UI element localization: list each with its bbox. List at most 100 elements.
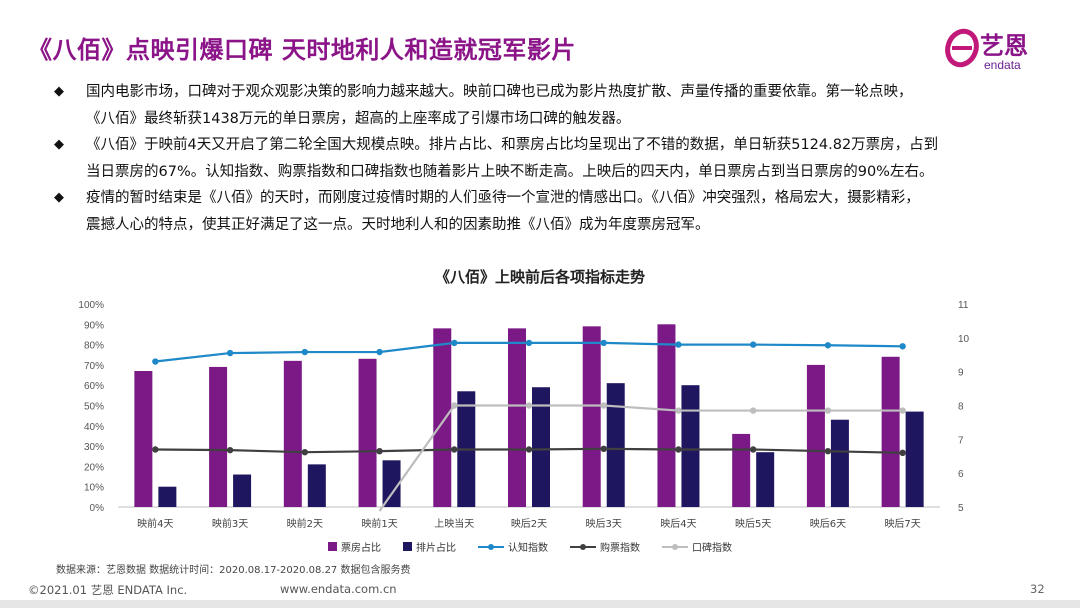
point-口碑指数 [675,407,682,414]
website-link[interactable]: www.endata.com.cn [280,582,397,596]
point-购票指数 [152,446,159,453]
endata-logo-icon [945,28,979,68]
bar-票房占比 [732,433,751,507]
right-axis-tick-label: 8 [958,402,964,413]
point-购票指数 [451,446,458,453]
left-axis-tick-label: 80% [84,341,104,352]
bullet-item: ◆ 《八佰》于映前4天又开启了第二轮全国大规模点映。排片占比、和票房占比均呈现出… [30,132,1030,185]
logo-en-text: endata [984,58,1021,72]
bar-排片占比 [158,486,177,507]
left-axis-tick-label: 100% [78,300,104,311]
bar-排片占比 [233,474,252,507]
bullet-line: 当日票房的67%。认知指数、购票指数和口碑指数也随着影片上映不断走高。上映后的四… [86,163,934,180]
point-认知指数 [899,343,906,350]
right-axis-tick-label: 7 [958,435,964,446]
right-axis-tick-label: 5 [958,503,964,514]
point-口碑指数 [525,402,533,409]
diamond-bullet-icon: ◆ [54,137,64,152]
point-认知指数 [301,348,309,356]
bullet-line: 震撼人心的特点，使其正好满足了这一点。天时地利人和的因素助推《八佰》成为年度票房… [86,216,710,233]
left-axis-tick-label: 10% [84,483,104,494]
bar-票房占比 [806,364,825,507]
bullet-item: ◆ 疫情的暂时结束是《八佰》的天时，而刚度过疫情时期的人们亟待一个宣泄的情感出口… [30,185,1030,238]
point-口碑指数 [899,407,906,414]
point-认知指数 [749,341,757,348]
right-axis-tick-label: 9 [958,368,964,379]
point-购票指数 [301,448,309,456]
logo-cn-text: 艺恩 [980,32,1028,60]
bar-票房占比 [209,366,228,507]
bar-排片占比 [307,464,326,507]
bullet-line: 疫情的暂时结束是《八佰》的天时，而刚度过疫情时期的人们亟待一个宣泄的情感出口。《… [86,190,920,206]
left-axis-tick-label: 20% [84,462,104,473]
x-axis-tick-label: 映前3天 [212,517,248,530]
point-认知指数 [152,358,159,365]
legend-swatch [328,542,337,551]
bar-排片占比 [532,387,550,507]
legend-swatch-marker [672,544,678,550]
left-axis-tick-label: 50% [84,402,104,413]
point-购票指数 [600,445,607,453]
line-口碑指数 [378,404,903,512]
x-axis-tick-label: 映后3天 [586,518,622,530]
point-口碑指数 [749,407,757,414]
left-axis-tick-label: 30% [84,442,104,453]
point-认知指数 [525,339,533,347]
x-axis-tick-label: 映后2天 [511,518,547,530]
left-axis-tick-label: 90% [84,320,104,331]
bar-票房占比 [657,324,676,507]
legend-label: 排片占比 [416,541,456,554]
point-购票指数 [675,446,682,453]
point-认知指数 [451,339,458,347]
legend-label: 购票指数 [600,541,640,554]
point-认知指数 [824,342,832,349]
point-认知指数 [226,349,234,357]
page-title: 《八佰》点映引爆口碑 天时地利人和造就冠军影片 [28,36,576,64]
x-axis-tick-label: 上映当天 [434,517,474,530]
bottom-bar [0,600,1080,608]
point-认知指数 [376,348,383,356]
point-认知指数 [600,339,607,347]
legend-swatch-marker [580,544,586,550]
diamond-bullet-icon: ◆ [54,190,64,205]
right-axis-tick-label: 10 [958,334,970,345]
point-购票指数 [226,446,234,454]
right-axis-tick-label: 6 [958,469,964,480]
bar-排片占比 [830,419,849,507]
left-axis-tick-label: 60% [84,381,104,392]
bar-排片占比 [681,385,700,507]
point-认知指数 [675,341,682,348]
bullet-list: ◆ 国内电影市场，口碑对于观众观影决策的影响力越来越大。映前口碑也已成为影片热度… [30,79,1030,238]
point-购票指数 [899,449,906,457]
left-axis-tick-label: 0% [90,503,105,514]
bullet-line: 《八佰》于映前4天又开启了第二轮全国大规模点映。排片占比、和票房占比均呈现出了不… [86,137,939,153]
page-number: 32 [1030,582,1045,596]
point-购票指数 [749,446,757,453]
x-axis-tick-label: 映前2天 [287,517,323,530]
legend-label: 认知指数 [508,541,548,554]
bullet-line: 《八佰》最终斩获1438万元的单日票房，超高的上座率成了引爆市场口碑的触发器。 [86,110,631,127]
copyright-text: ©2021.01 艺恩 ENDATA Inc. [28,583,188,597]
bar-排片占比 [606,383,625,507]
point-口碑指数 [824,407,832,414]
bullet-item: ◆ 国内电影市场，口碑对于观众观影决策的影响力越来越大。映前口碑也已成为影片热度… [30,79,1030,132]
x-axis-tick-label: 映后7天 [884,518,920,530]
x-axis-tick-label: 映前4天 [137,517,173,530]
bullet-line: 国内电影市场，口碑对于观众观影决策的影响力越来越大。映前口碑也已成为影片热度扩散… [86,84,913,100]
point-购票指数 [824,447,832,455]
point-口碑指数 [451,402,458,409]
point-购票指数 [376,447,383,455]
legend-label: 票房占比 [341,541,381,554]
point-口碑指数 [600,402,607,409]
bar-票房占比 [358,358,377,507]
x-axis-tick-label: 映后5天 [735,518,771,530]
bar-排片占比 [756,452,775,507]
x-axis-tick-label: 映后6天 [810,518,846,530]
bar-票房占比 [582,326,601,507]
left-axis-tick-label: 70% [84,361,104,372]
point-购票指数 [525,446,533,453]
bar-票房占比 [134,370,153,507]
chart-title: 《八佰》上映前后各项指标走势 [435,268,645,286]
bar-票房占比 [433,328,452,507]
bar-票房占比 [881,356,900,507]
